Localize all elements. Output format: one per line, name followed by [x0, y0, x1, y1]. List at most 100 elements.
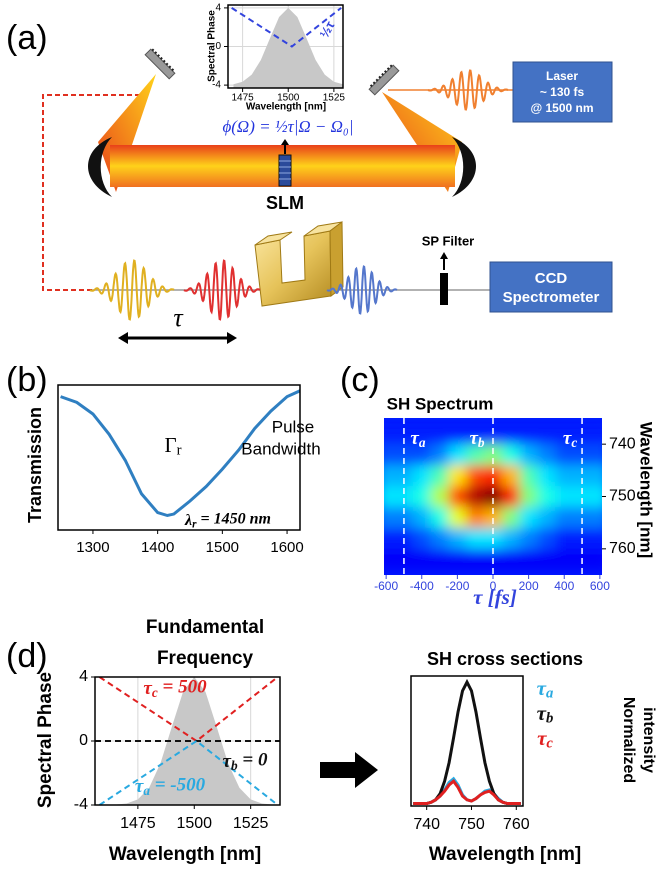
- heatmap-cell: [448, 549, 466, 570]
- heatmap-cell: [591, 465, 609, 486]
- heatmap-cell: [431, 444, 449, 465]
- heatmap-cell: [466, 486, 484, 507]
- y-tick-label: 760: [609, 540, 636, 557]
- annotation: Bandwidth: [241, 439, 320, 458]
- x-tick-label: -400: [410, 579, 434, 593]
- ccd-text: Spectrometer: [503, 289, 600, 306]
- arrow-head: [227, 332, 237, 344]
- series-label: τb = 0: [223, 750, 268, 773]
- heatmap-cell: [555, 549, 573, 570]
- heatmap-cell: [520, 444, 538, 465]
- heatmap-cell: [591, 423, 609, 444]
- pulse: [428, 71, 508, 110]
- heatmap-cell: [413, 507, 431, 528]
- x-tick-label: 760: [503, 816, 530, 833]
- heatmap-cell: [591, 486, 609, 507]
- arrow-head: [118, 332, 128, 344]
- sp-filter-label: SP Filter: [422, 233, 475, 248]
- heatmap-cell: [555, 507, 573, 528]
- heatmap-cell: [466, 549, 484, 570]
- heatmap-cell: [591, 528, 609, 549]
- chart-title: SH Spectrum: [387, 394, 494, 413]
- heatmap-cell: [466, 528, 484, 549]
- heatmap-cell: [502, 507, 520, 528]
- laser-text: ~ 130 fs: [540, 85, 585, 99]
- figure: (a) (b) (c) (d) ϕ(Ω) = ½τ|Ω − Ω₀| SLM La…: [0, 0, 659, 869]
- heatmap-cell: [502, 486, 520, 507]
- x-axis-label: Wavelength [nm]: [109, 844, 261, 865]
- heatmap-cell: [538, 528, 556, 549]
- x-tick-label: 1525: [233, 815, 269, 832]
- legend-label: τb: [537, 701, 554, 727]
- x-tick-label: 1600: [270, 539, 303, 556]
- heatmap-cell: [377, 528, 395, 549]
- y-tick-label: 0: [79, 732, 88, 749]
- heatmap-cell: [520, 549, 538, 570]
- x-tick-label: 1400: [141, 539, 174, 556]
- heatmap-cell: [520, 486, 538, 507]
- panel-label: (b): [6, 361, 48, 399]
- plot-background: [411, 676, 523, 806]
- pulse: [184, 261, 260, 320]
- heatmap-cell: [448, 486, 466, 507]
- x-tick-label: -600: [374, 579, 398, 593]
- heatmap-cell: [431, 486, 449, 507]
- heatmap-cell: [538, 444, 556, 465]
- slm-label: SLM: [266, 193, 304, 213]
- phase-formula: ϕ(Ω) = ½τ|Ω − Ω₀|: [222, 117, 353, 136]
- delay-label: τ: [173, 303, 184, 332]
- x-tick-label: 1300: [76, 539, 109, 556]
- heatmap-cell: [502, 528, 520, 549]
- heatmap-cell: [448, 444, 466, 465]
- chart-title: SH cross sections: [427, 649, 583, 669]
- plot-area: [228, 5, 343, 88]
- slm-device: [279, 155, 291, 186]
- heatmap-cell: [377, 507, 395, 528]
- heatmap-cell: [502, 423, 520, 444]
- heatmap-cell: [538, 549, 556, 570]
- heatmap-cell: [448, 465, 466, 486]
- heatmap-cell: [377, 423, 395, 444]
- grating: [145, 48, 175, 78]
- arrow-head: [281, 139, 289, 145]
- big-arrow: [320, 752, 378, 788]
- x-tick-label: -200: [445, 579, 469, 593]
- heatmap-cell: [377, 549, 395, 570]
- y-axis-label: Spectral Phase: [35, 672, 56, 808]
- heatmap-cell: [591, 444, 609, 465]
- heatmap-cell: [431, 528, 449, 549]
- y-axis-label: Normalized: [620, 697, 637, 783]
- heatmap-cell: [431, 423, 449, 444]
- panel-label: (a): [6, 19, 48, 57]
- x-axis-label: τ [fs]: [473, 585, 517, 609]
- heatmap-cell: [413, 528, 431, 549]
- x-tick-label: 750: [458, 816, 485, 833]
- x-tick-label: 400: [554, 579, 574, 593]
- heatmap-cell: [377, 486, 395, 507]
- heatmap-cell: [555, 528, 573, 549]
- x-tick-label: 1500: [206, 539, 239, 556]
- heatmap-cell: [591, 549, 609, 570]
- heatmap-cell: [520, 528, 538, 549]
- heatmap-cell: [502, 444, 520, 465]
- heatmap-cell: [555, 465, 573, 486]
- heatmap-cell: [466, 465, 484, 486]
- arrow-head: [440, 252, 448, 259]
- y-axis-label: intensity: [640, 707, 657, 773]
- heatmap-cell: [413, 465, 431, 486]
- panel-label: (d): [6, 637, 48, 675]
- y-axis-label: Transmission: [25, 407, 45, 523]
- plot-area: [411, 676, 523, 806]
- y-tick-label: 740: [609, 435, 636, 452]
- heatmap-cell: [591, 507, 609, 528]
- heatmap-cell: [377, 465, 395, 486]
- heatmap-cell: [502, 549, 520, 570]
- heatmap-cell: [377, 444, 395, 465]
- x-tick-label: 600: [590, 579, 610, 593]
- heatmap-cell: [502, 465, 520, 486]
- heatmap-cell: [520, 507, 538, 528]
- chart-title: Fundamental: [146, 617, 264, 638]
- x-tick-label: 1525: [323, 93, 346, 104]
- laser-text: Laser: [546, 69, 578, 83]
- y-tick-label: -4: [74, 796, 88, 813]
